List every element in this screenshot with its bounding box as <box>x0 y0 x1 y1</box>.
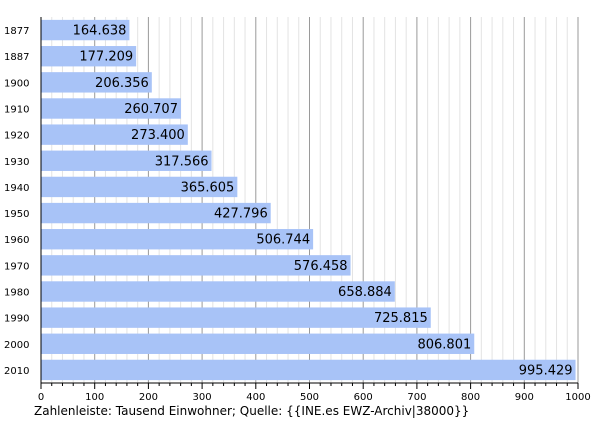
x-tick-label: 100 <box>85 392 104 403</box>
x-tick-label: 200 <box>139 392 158 403</box>
category-label: 1940 <box>4 183 29 194</box>
grid-lines <box>51 17 579 383</box>
bar-value-label: 995.429 <box>519 363 573 378</box>
category-label: 1877 <box>4 26 29 37</box>
bar <box>41 202 271 224</box>
bar <box>41 124 188 145</box>
category-label: 1950 <box>4 209 29 220</box>
category-label: 1930 <box>4 157 29 168</box>
category-label: 1990 <box>4 314 29 325</box>
bar-value-label: 260.707 <box>124 102 178 117</box>
x-tick-label: 600 <box>354 392 373 403</box>
x-tick-label: 700 <box>407 392 426 403</box>
bar-value-label: 658.884 <box>338 285 392 300</box>
bar-value-label: 806.801 <box>417 337 471 352</box>
bar <box>41 229 314 250</box>
bar-value-label: 576.458 <box>294 259 348 274</box>
category-label: 2010 <box>4 366 29 377</box>
category-label: 2000 <box>4 340 29 351</box>
bar <box>41 281 395 302</box>
x-axis: 0 100 200 300 400 500 600 700 800 900 1000 <box>38 17 591 403</box>
category-label: 1900 <box>4 78 29 89</box>
bar <box>41 176 238 198</box>
bar-value-label: 273.400 <box>131 128 185 143</box>
x-tick-label: 400 <box>246 392 265 403</box>
bar-value-label: 725.815 <box>374 311 428 326</box>
bar <box>41 98 181 119</box>
category-label: 1980 <box>4 288 29 299</box>
bar <box>41 307 431 328</box>
x-tick-label: 1000 <box>565 392 590 403</box>
category-label: 1960 <box>4 235 29 246</box>
x-tick-label: 800 <box>461 392 480 403</box>
bar <box>41 19 130 41</box>
bar-value-label: 177.209 <box>79 50 133 65</box>
x-tick-label: 300 <box>193 392 212 403</box>
bar <box>41 359 576 381</box>
bar <box>41 150 212 171</box>
bar <box>41 72 152 93</box>
chart-footnote: Zahlenleiste: Tausend Einwohner; Quelle:… <box>34 404 470 418</box>
bars: 164.638 177.209 206.356 260.707 273.400 317.5… <box>41 19 576 381</box>
bar-value-label: 317.566 <box>155 154 209 169</box>
bar-value-label: 365.605 <box>181 180 235 195</box>
bar-value-label: 427.796 <box>214 207 268 222</box>
category-label: 1970 <box>4 261 29 272</box>
category-labels: 1877 1887 1900 1910 1920 1930 1940 1950 1960 1970… <box>4 26 29 377</box>
bar <box>41 255 351 276</box>
bar-value-label: 506.744 <box>256 233 310 248</box>
x-tick-label: 0 <box>38 392 44 403</box>
x-tick-label: 900 <box>515 392 534 403</box>
bar-value-label: 206.356 <box>95 76 149 91</box>
category-label: 1910 <box>4 105 29 116</box>
bar-value-label: 164.638 <box>73 24 127 39</box>
category-label: 1920 <box>4 131 29 142</box>
x-tick-label: 500 <box>300 392 319 403</box>
bar <box>41 46 137 67</box>
bar <box>41 333 475 354</box>
category-label: 1887 <box>4 52 29 63</box>
